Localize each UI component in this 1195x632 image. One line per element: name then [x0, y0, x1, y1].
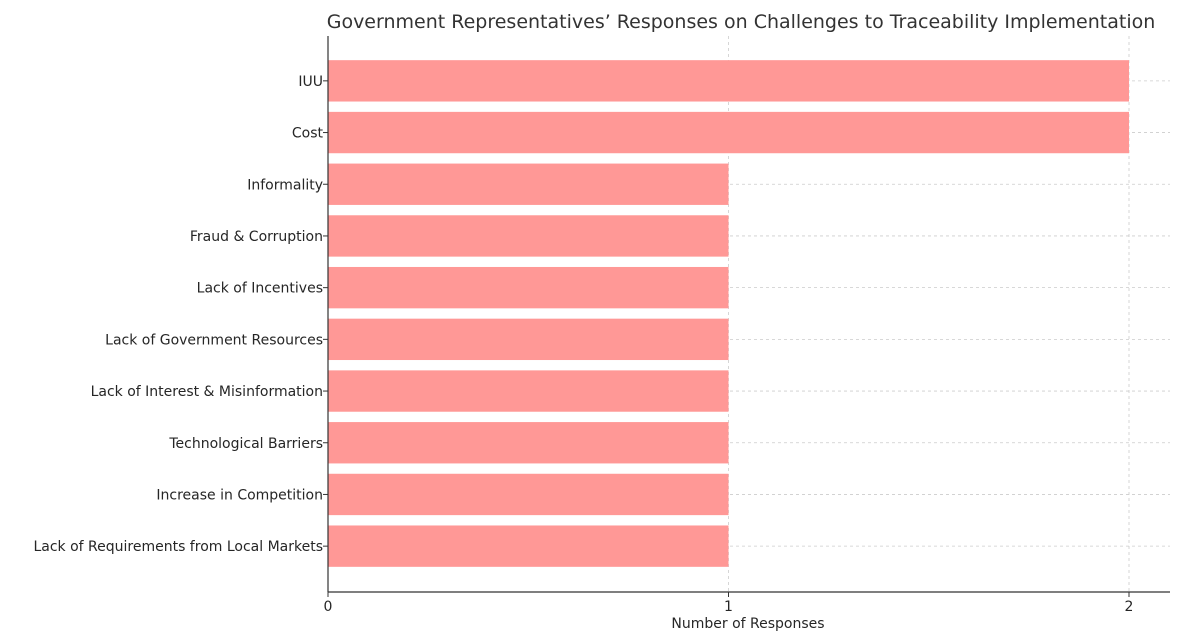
axes	[327, 36, 1170, 593]
y-tick-labels: IUU Cost Informality Fraud & Corruption Lack…	[33, 74, 328, 555]
y-tick-label: Fraud & Corruption	[190, 229, 323, 245]
y-tick-label: Informality	[247, 177, 323, 193]
bars	[328, 60, 1129, 567]
x-tick-labels: 0 1 2	[324, 592, 1134, 615]
bar	[328, 370, 729, 412]
x-tick-label: 1	[724, 599, 733, 615]
bar	[328, 473, 729, 516]
y-tick-label: Lack of Interest & Misinformation	[91, 384, 323, 400]
bar	[328, 422, 729, 464]
bar	[328, 318, 729, 361]
x-axis-label: Number of Responses	[671, 616, 824, 632]
x-tick-label: 2	[1125, 599, 1134, 615]
bar	[328, 60, 1129, 102]
y-tick-label: IUU	[298, 74, 323, 90]
x-tick-label: 0	[324, 599, 333, 615]
bar	[328, 266, 729, 309]
bar	[328, 215, 729, 257]
chart-title: Government Representatives’ Responses on…	[327, 11, 1156, 33]
bar	[328, 525, 729, 567]
y-tick-label: Lack of Incentives	[197, 281, 323, 297]
y-tick-label: Lack of Government Resources	[105, 332, 323, 348]
y-tick-label: Technological Barriers	[168, 436, 323, 452]
bar	[328, 111, 1129, 154]
y-tick-label: Increase in Competition	[156, 487, 323, 503]
y-tick-label: Lack of Requirements from Local Markets	[33, 539, 323, 555]
bar	[328, 163, 729, 205]
y-tick-label: Cost	[292, 126, 324, 142]
